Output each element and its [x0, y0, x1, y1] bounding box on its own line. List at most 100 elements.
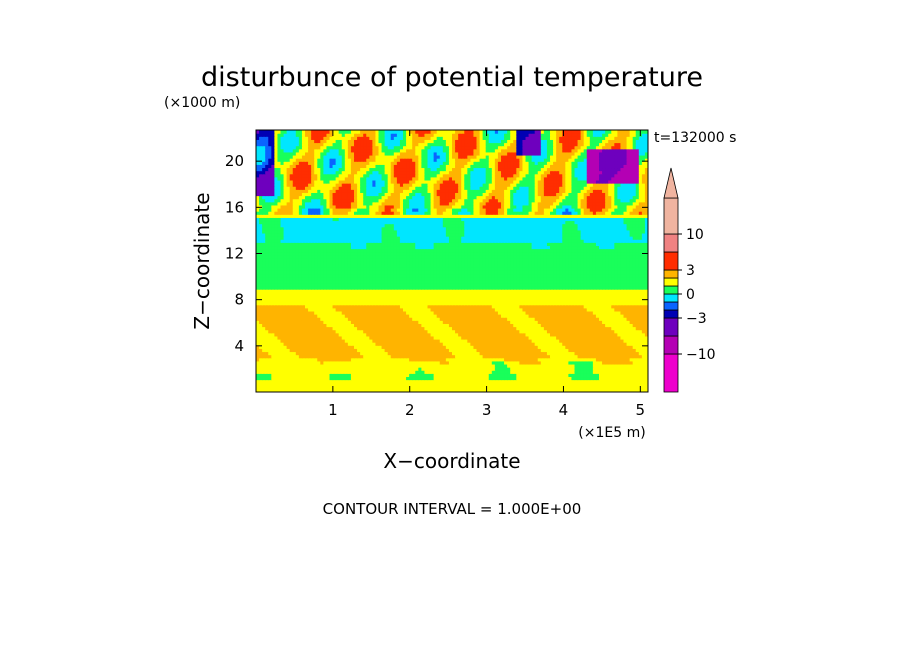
heatmap-cell	[387, 379, 392, 384]
heatmap-cell	[473, 379, 478, 384]
heatmap-cell	[357, 388, 361, 392]
heatmap-cell	[436, 351, 441, 356]
heatmap-cell	[366, 370, 370, 374]
heatmap-cell	[375, 351, 380, 356]
heatmap-cell	[326, 351, 331, 356]
heatmap-cell	[274, 363, 279, 368]
heatmap-cell	[620, 385, 625, 390]
heatmap-cell	[265, 370, 269, 374]
heatmap-cell	[494, 363, 499, 368]
heatmap-cell	[347, 370, 352, 374]
heatmap-cell	[406, 370, 410, 374]
heatmap-cell	[562, 360, 566, 365]
heatmap-cell	[354, 348, 358, 353]
heatmap-cell	[292, 373, 297, 378]
heatmap-cell	[513, 385, 517, 390]
heatmap-cell	[510, 354, 514, 359]
heatmap-cell	[286, 354, 291, 359]
heatmap-cell	[393, 351, 398, 356]
heatmap-cell	[583, 382, 588, 387]
heatmap-cell	[418, 357, 422, 362]
heatmap-cell	[562, 388, 566, 392]
heatmap-cell	[375, 388, 380, 392]
heatmap-cell	[620, 388, 625, 392]
heatmap-cell	[479, 354, 484, 359]
heatmap-cell	[638, 363, 643, 368]
heatmap-cell	[378, 367, 383, 371]
heatmap-cell	[280, 351, 285, 356]
heatmap-cell	[369, 354, 373, 359]
heatmap-cell	[592, 385, 597, 390]
heatmap-cell	[259, 388, 263, 392]
heatmap-cell	[445, 370, 450, 374]
heatmap-cell	[271, 376, 275, 381]
heatmap-cell	[323, 388, 328, 392]
heatmap-cell	[323, 348, 328, 353]
heatmap-cell	[638, 376, 643, 381]
heatmap-cell	[308, 354, 312, 359]
heatmap-cell	[540, 370, 545, 374]
heatmap-cell	[494, 376, 499, 381]
heatmap-cell	[470, 382, 475, 387]
heatmap-cell	[537, 370, 542, 374]
heatmap-cell	[289, 348, 294, 353]
heatmap-cell	[256, 376, 260, 381]
heatmap-cell	[354, 382, 358, 387]
heatmap-cell	[546, 370, 551, 374]
heatmap-cell	[427, 345, 432, 349]
heatmap-cell	[513, 388, 517, 392]
heatmap-cell	[338, 367, 343, 371]
heatmap-cell	[452, 376, 456, 381]
heatmap-cell	[335, 373, 340, 378]
heatmap-cell	[608, 370, 612, 374]
heatmap-cell	[317, 370, 321, 374]
heatmap-cell	[586, 379, 591, 384]
heatmap-cell	[280, 345, 285, 349]
heatmap-cell	[277, 370, 282, 374]
heatmap-cell	[418, 376, 422, 381]
heatmap-cell	[531, 360, 536, 365]
heatmap-cell	[424, 382, 429, 387]
heatmap-cell	[599, 385, 603, 390]
heatmap-cell	[341, 367, 346, 371]
heatmap-cell	[283, 357, 288, 362]
heatmap-cell	[556, 363, 560, 368]
heatmap-cell	[283, 385, 288, 390]
heatmap-cell	[378, 379, 383, 384]
heatmap-cell	[375, 367, 380, 371]
heatmap-cell	[399, 345, 404, 349]
heatmap-cell	[543, 367, 548, 371]
heatmap-cell	[501, 360, 505, 365]
heatmap-cell	[623, 382, 628, 387]
heatmap-cell	[357, 348, 361, 353]
heatmap-cell	[497, 363, 502, 368]
heatmap-cell	[350, 376, 355, 381]
heatmap-cell	[286, 360, 291, 365]
heatmap-cell	[323, 345, 328, 349]
heatmap-cell	[461, 367, 465, 371]
heatmap-cell	[476, 373, 481, 378]
heatmap-cell	[485, 388, 490, 392]
heatmap-cell	[528, 363, 533, 368]
heatmap-cell	[354, 370, 358, 374]
heatmap-cell	[317, 373, 321, 378]
heatmap-cell	[372, 363, 377, 368]
heatmap-cell	[439, 385, 444, 390]
heatmap-cell	[335, 370, 340, 374]
heatmap-cell	[350, 357, 355, 362]
heatmap-cell	[421, 379, 426, 384]
heatmap-cell	[289, 357, 294, 362]
heatmap-cell	[341, 376, 346, 381]
heatmap-cell	[341, 373, 346, 378]
heatmap-cell	[387, 382, 392, 387]
heatmap-cell	[323, 360, 328, 365]
heatmap-cell	[311, 376, 315, 381]
heatmap-cell	[295, 348, 300, 353]
heatmap-cell	[424, 360, 429, 365]
heatmap-cell	[406, 363, 410, 368]
heatmap-cell	[289, 367, 294, 371]
heatmap-cell	[403, 382, 407, 387]
heatmap-cell	[550, 363, 554, 368]
heatmap-cell	[424, 348, 429, 353]
heatmap-cell	[491, 357, 496, 362]
